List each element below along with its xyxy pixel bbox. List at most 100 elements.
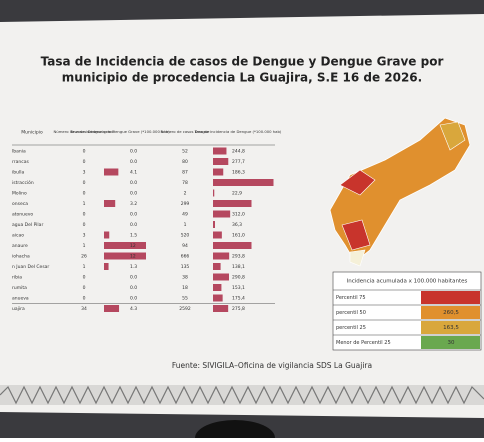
legend-value: 30 bbox=[448, 340, 455, 346]
cell: 26 bbox=[81, 254, 87, 260]
legend-value: 163,5 bbox=[443, 325, 459, 331]
cell: 293,8 bbox=[232, 254, 245, 260]
cell: 12 bbox=[130, 243, 136, 249]
cell: 2592 bbox=[179, 306, 191, 312]
cell: 0 bbox=[83, 275, 86, 281]
cell: 4.3 bbox=[130, 306, 137, 312]
legend-swatch bbox=[421, 291, 480, 304]
cell: 0.0 bbox=[130, 285, 137, 291]
cell: 52 bbox=[182, 149, 188, 155]
row-name: rrancas bbox=[12, 159, 29, 165]
cell: 0 bbox=[83, 149, 86, 155]
bar bbox=[104, 169, 118, 176]
cell: 38 bbox=[182, 275, 188, 281]
cell: 0 bbox=[83, 296, 86, 302]
cell: 22,9 bbox=[232, 191, 242, 197]
bar bbox=[213, 253, 229, 260]
cell: 3 bbox=[83, 170, 86, 176]
bar bbox=[213, 295, 223, 302]
cell: 0 bbox=[83, 212, 86, 218]
bar bbox=[213, 158, 228, 165]
bar bbox=[104, 200, 115, 207]
cell: 1 bbox=[184, 222, 187, 228]
cell: 0.0 bbox=[130, 212, 137, 218]
legend-label: percentil 25 bbox=[336, 325, 366, 331]
cell: 520 bbox=[181, 233, 190, 239]
cell: 78 bbox=[182, 180, 188, 186]
cell: 299 bbox=[181, 201, 190, 207]
row-name: atonuevo bbox=[12, 212, 33, 218]
cell: 0.0 bbox=[130, 275, 137, 281]
cell: 0 bbox=[83, 180, 86, 186]
cell: 0 bbox=[83, 285, 86, 291]
row-name: n Juan Del Cesar bbox=[12, 264, 49, 270]
row-name: iohacha bbox=[12, 254, 30, 260]
bar bbox=[213, 305, 228, 312]
cell: 49 bbox=[182, 212, 188, 218]
cell: 666 bbox=[181, 254, 190, 260]
row-name: anueva bbox=[12, 297, 29, 302]
column-header: Municipio bbox=[21, 130, 43, 136]
bar bbox=[213, 169, 223, 176]
bar bbox=[213, 274, 229, 281]
cell: 2 bbox=[184, 191, 187, 197]
cell: 12 bbox=[130, 254, 136, 260]
cell: 18 bbox=[182, 285, 188, 291]
cell: 290,8 bbox=[232, 275, 245, 281]
legend: Incidencia acumulada x 100.000 habitante… bbox=[333, 272, 481, 350]
cell: 175,4 bbox=[232, 296, 245, 302]
bar bbox=[104, 242, 146, 249]
bar bbox=[213, 221, 215, 228]
cell: 4.1 bbox=[130, 170, 137, 176]
cell: 161,0 bbox=[232, 233, 245, 239]
cell: 3.2 bbox=[130, 201, 137, 207]
row-name: agua Del Pilar bbox=[12, 222, 43, 228]
bar bbox=[213, 190, 214, 197]
cell: 0.0 bbox=[130, 296, 137, 302]
row-name: onseca bbox=[12, 202, 28, 207]
cell: 0 bbox=[83, 159, 86, 165]
row-name: uajira bbox=[12, 306, 25, 312]
row-name: lbania bbox=[12, 149, 26, 155]
bar bbox=[104, 232, 109, 239]
cell: 0.0 bbox=[130, 180, 137, 186]
bar bbox=[104, 305, 119, 312]
cell: 1 bbox=[83, 264, 86, 270]
row-name: aicao bbox=[12, 233, 24, 239]
row-name: ribia bbox=[12, 275, 22, 281]
cell: 186,3 bbox=[232, 170, 245, 176]
cell: 277,7 bbox=[232, 159, 245, 165]
cell: 0.0 bbox=[130, 159, 137, 165]
cell: 94 bbox=[182, 243, 188, 249]
cell: 55 bbox=[182, 296, 188, 302]
bar bbox=[104, 253, 146, 260]
cell: 80 bbox=[182, 159, 188, 165]
cell: 87 bbox=[182, 170, 188, 176]
source: Fuente: SIVIGILA–Oficina de vigilancia S… bbox=[172, 361, 372, 370]
cell: 0 bbox=[83, 191, 86, 197]
cell: 36,3 bbox=[232, 222, 242, 228]
bar bbox=[213, 179, 274, 186]
row-name: istracción bbox=[12, 179, 34, 186]
legend-title: Incidencia acumulada x 100.000 habitante… bbox=[347, 279, 468, 285]
cell: 153,1 bbox=[232, 285, 245, 291]
title: Tasa de Incidencia de casos de Dengue y … bbox=[41, 55, 444, 69]
cell: 1.3 bbox=[130, 264, 137, 270]
cell: 138,1 bbox=[232, 264, 245, 270]
cell: 275,8 bbox=[232, 306, 245, 312]
column-header: Tasa de incidencia de Dengue (*100.000 h… bbox=[194, 129, 282, 134]
cell: 312,0 bbox=[232, 212, 245, 218]
row-name: ibulla bbox=[12, 170, 24, 176]
cell: 0.0 bbox=[130, 149, 137, 155]
row-name: rumita bbox=[12, 285, 27, 291]
bar bbox=[104, 263, 109, 270]
cell: 3 bbox=[83, 233, 86, 239]
cell: 244,8 bbox=[232, 149, 245, 155]
legend-label: percentil 50 bbox=[336, 310, 366, 316]
cell: 34 bbox=[81, 306, 87, 312]
legend-value: 260,5 bbox=[443, 310, 459, 316]
bar bbox=[213, 200, 252, 207]
bar bbox=[213, 263, 221, 270]
cell: 0.0 bbox=[130, 222, 137, 228]
row-name: anaure bbox=[12, 243, 28, 249]
